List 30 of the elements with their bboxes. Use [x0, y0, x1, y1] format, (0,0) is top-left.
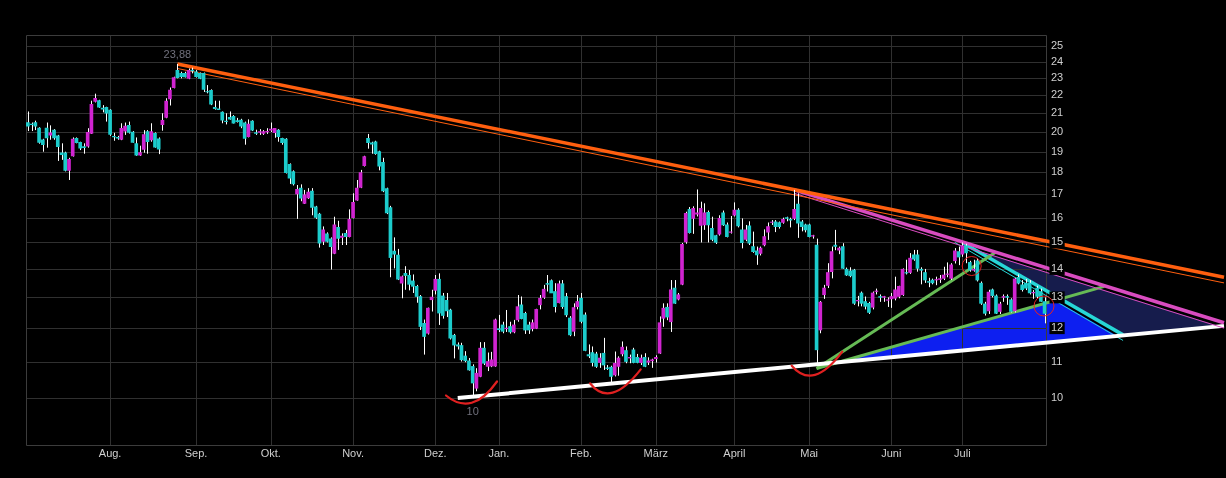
x-tick-label: Aug.	[98, 446, 122, 459]
y-tick-label: 18	[1050, 165, 1064, 178]
y-tick-label: 14	[1050, 261, 1064, 274]
y-tick-label: 22	[1050, 88, 1064, 101]
y-tick-label: 17	[1050, 187, 1064, 200]
y-tick-label: 24	[1050, 55, 1064, 68]
y-tick-label: 13	[1050, 290, 1064, 303]
x-tick-label: Jan.	[488, 446, 510, 459]
y-tick-label: 21	[1050, 106, 1064, 119]
annotation: 10	[466, 404, 479, 417]
x-tick-label: Sep.	[184, 446, 208, 459]
x-tick-label: April	[723, 446, 746, 459]
x-tick-label: Mai	[800, 446, 818, 459]
y-tick-label: 16	[1050, 210, 1064, 223]
x-tick-label: Dez.	[423, 446, 447, 459]
annotation: 23,88	[163, 48, 192, 61]
x-tick-label: März	[643, 446, 669, 459]
y-tick-label: 25	[1050, 39, 1064, 52]
y-tick-label: 12	[1050, 321, 1064, 334]
y-tick-label: 19	[1050, 144, 1064, 157]
x-tick-label: Feb.	[570, 446, 593, 459]
y-tick-label: 10	[1050, 391, 1064, 404]
y-tick-label: 15	[1050, 235, 1064, 248]
x-tick-label: Juli	[954, 446, 971, 459]
y-tick-label: 11	[1050, 354, 1063, 367]
x-tick-label: Nov.	[342, 446, 364, 459]
x-tick-label: Juni	[881, 446, 902, 459]
y-tick-label: 20	[1050, 125, 1064, 138]
y-tick-label: 23	[1050, 71, 1064, 84]
x-tick-label: Okt.	[260, 446, 281, 459]
